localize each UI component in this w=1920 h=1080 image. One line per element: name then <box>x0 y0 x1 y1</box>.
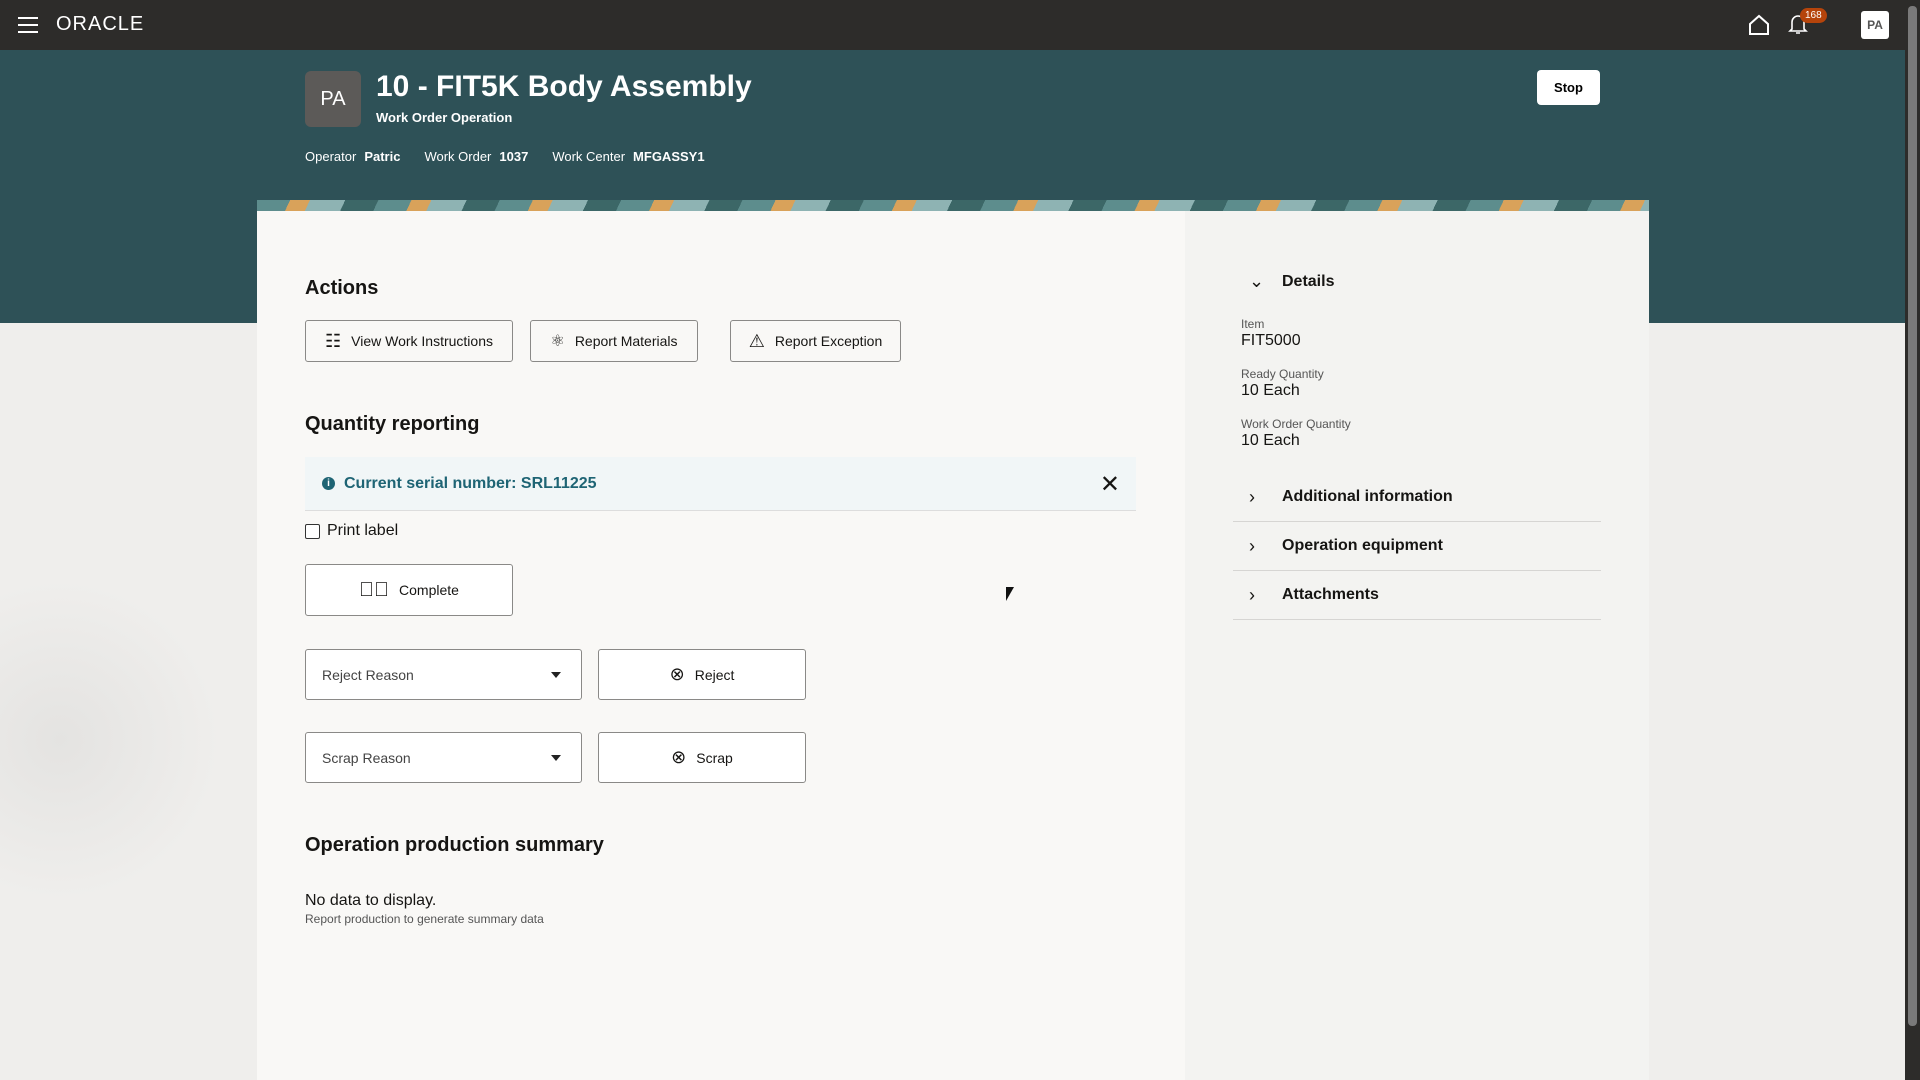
print-label-text: Print label <box>327 522 399 539</box>
user-avatar[interactable]: PA <box>1861 11 1889 39</box>
print-label-checkbox[interactable]: Print label <box>305 522 398 540</box>
mouse-cursor <box>1006 587 1014 601</box>
stop-button[interactable]: Stop <box>1537 70 1600 105</box>
view-work-instructions-button[interactable]: ☷ View Work Instructions <box>305 320 513 362</box>
top-bar: ORACLE 168 PA <box>0 0 1905 50</box>
quantity-heading: Quantity reporting <box>305 413 480 435</box>
work-order-quantity-label: Work Order Quantity <box>1241 417 1351 431</box>
empty-message: No data to display. <box>305 892 437 909</box>
materials-icon: ⚛ <box>550 333 565 350</box>
button-label: Complete <box>399 582 459 598</box>
work-center-label: Work Center <box>552 149 626 164</box>
section-label: Attachments <box>1282 586 1379 603</box>
warning-icon: ⚠ <box>748 330 765 351</box>
button-label: Reject <box>694 666 735 683</box>
reject-button[interactable]: ⊗ Reject <box>598 649 806 700</box>
caret-down-icon <box>551 755 561 761</box>
chevron-right-icon: › <box>1249 535 1255 556</box>
x-circle-icon: ⊗ <box>671 747 687 767</box>
chevron-right-icon: › <box>1249 584 1255 605</box>
work-order-label: Work Order <box>424 149 492 164</box>
work-center-value: MFGASSY1 <box>633 149 705 164</box>
section-label: Operation equipment <box>1282 537 1443 554</box>
attachments-section[interactable]: › Attachments <box>1233 571 1601 620</box>
button-label: Report Materials <box>574 333 678 349</box>
decorative-banner <box>257 200 1649 211</box>
work-order-quantity-value: 10 Each <box>1241 432 1300 449</box>
page-subtitle: Work Order Operation <box>376 110 513 125</box>
operation-avatar: PA <box>305 71 361 127</box>
select-placeholder: Reject Reason <box>322 666 414 683</box>
x-circle-icon: ⊗ <box>669 664 685 684</box>
work-order-value: 1037 <box>499 149 529 164</box>
chevron-down-icon: ⌄ <box>1249 271 1265 291</box>
serial-number-banner: i Current serial number: SRL11225 ✕ <box>305 457 1136 511</box>
scrap-reason-select[interactable]: Scrap Reason <box>305 732 582 783</box>
oracle-logo: ORACLE <box>56 13 145 35</box>
checkbox-box[interactable] <box>305 523 320 539</box>
notification-badge: 168 <box>1800 8 1827 23</box>
operation-equipment-section[interactable]: › Operation equipment <box>1233 522 1601 571</box>
close-icon[interactable]: ✕ <box>1099 471 1120 498</box>
reject-reason-select[interactable]: Reject Reason <box>305 649 582 700</box>
info-icon: i <box>322 477 335 490</box>
page-title: 10 - FIT5K Body Assembly <box>376 70 752 103</box>
button-label: Scrap <box>696 749 733 766</box>
list-icon: ☷ <box>324 330 342 351</box>
header-meta: Operator Patric Work Order 1037 Work Cente… <box>305 149 705 164</box>
button-label: Report Exception <box>774 333 883 349</box>
select-placeholder: Scrap Reason <box>322 749 411 766</box>
check-circle-icon: ✓⃝ <box>359 578 390 601</box>
complete-button[interactable]: ✓⃝ Complete <box>305 564 513 616</box>
menu-icon[interactable] <box>18 17 38 33</box>
button-label: View Work Instructions <box>351 333 493 349</box>
home-icon[interactable] <box>1748 14 1770 36</box>
actions-heading: Actions <box>305 277 379 299</box>
empty-hint: Report production to generate summary da… <box>305 912 544 926</box>
chevron-right-icon: › <box>1249 486 1255 507</box>
summary-heading: Operation production summary <box>305 834 604 856</box>
serial-number-text: Current serial number: SRL11225 <box>344 474 597 492</box>
operator-value: Patric <box>364 149 401 164</box>
item-value: FIT5000 <box>1241 332 1301 349</box>
details-panel: ⌄ Details Item FIT5000 Ready Quantity 10 … <box>1185 211 1649 1080</box>
ready-quantity-label: Ready Quantity <box>1241 367 1324 381</box>
report-materials-button[interactable]: ⚛ Report Materials <box>530 320 698 362</box>
section-label: Additional information <box>1282 488 1453 505</box>
scrap-button[interactable]: ⊗ Scrap <box>598 732 806 783</box>
main-card: Actions ☷ View Work Instructions ⚛ Report … <box>257 211 1649 1080</box>
details-heading: Details <box>1282 272 1335 290</box>
ready-quantity-value: 10 Each <box>1241 382 1300 399</box>
details-toggle[interactable]: ⌄ Details <box>1233 257 1601 306</box>
scrollbar[interactable] <box>1905 0 1920 1080</box>
report-exception-button[interactable]: ⚠ Report Exception <box>730 320 901 362</box>
additional-information-section[interactable]: › Additional information <box>1233 473 1601 522</box>
background-pattern <box>0 540 257 1080</box>
caret-down-icon <box>551 672 561 678</box>
item-label: Item <box>1241 317 1265 331</box>
operator-label: Operator <box>305 149 357 164</box>
